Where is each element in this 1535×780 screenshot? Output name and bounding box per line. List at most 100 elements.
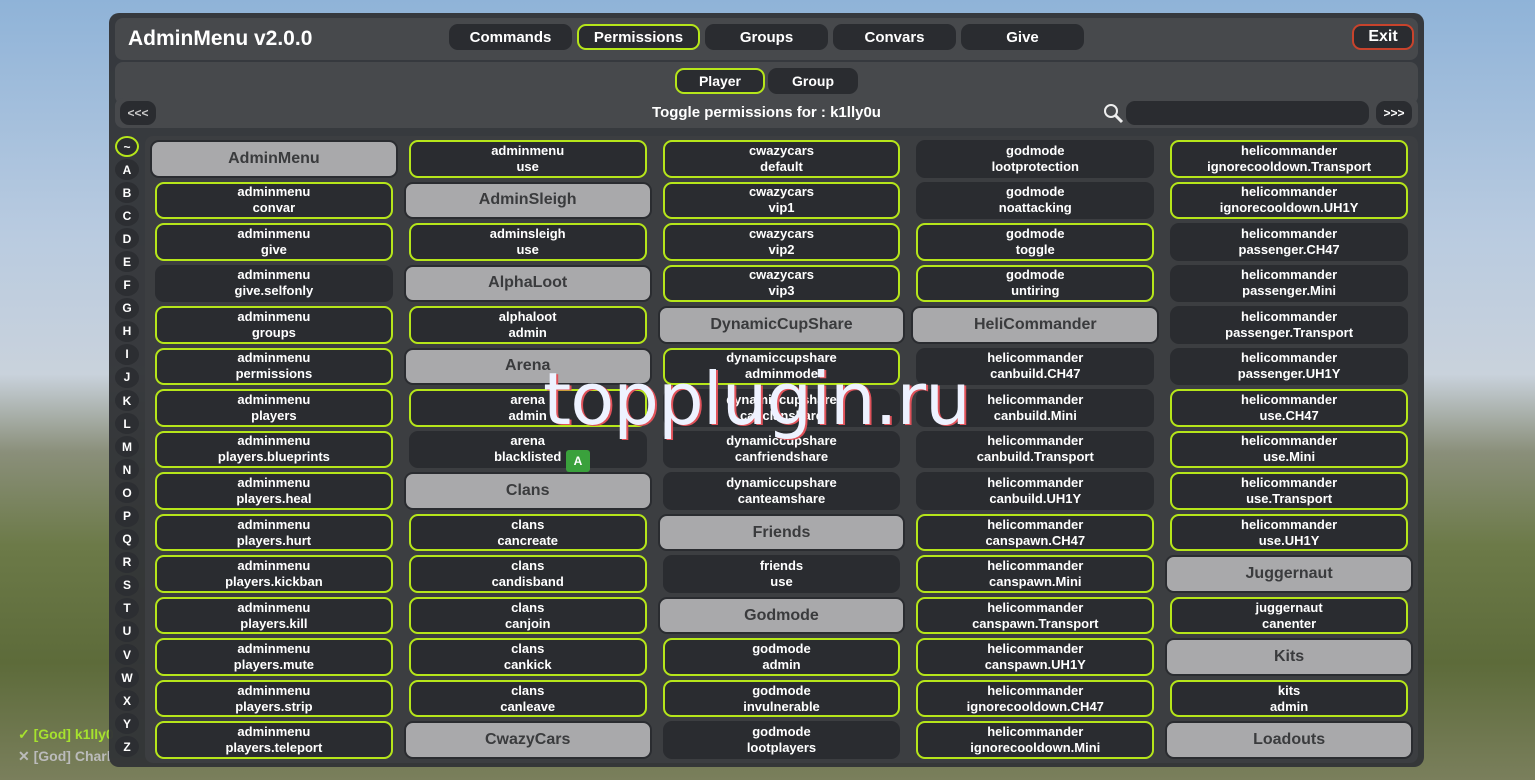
permission-toggle[interactable]: alphaloot admin xyxy=(408,306,647,344)
permission-toggle[interactable]: arena admin xyxy=(408,389,647,427)
letter-filter-x[interactable]: X xyxy=(115,690,139,712)
permission-toggle[interactable]: adminmenu use xyxy=(408,140,647,178)
permission-toggle[interactable]: godmode lootprotection xyxy=(916,140,1155,178)
letter-filter-r[interactable]: R xyxy=(115,551,139,573)
permission-toggle[interactable]: dynamiccupshare canfriendshare xyxy=(662,430,901,469)
letter-filter-j[interactable]: J xyxy=(115,366,139,388)
permission-toggle[interactable]: juggernaut canenter xyxy=(1170,596,1408,635)
permission-toggle[interactable]: helicommander use.CH47 xyxy=(1170,389,1408,427)
permission-toggle[interactable]: friends use xyxy=(662,555,901,593)
permission-toggle[interactable]: adminmenu players.strip xyxy=(155,679,393,718)
permission-toggle[interactable]: helicommander passenger.Transport xyxy=(1170,306,1408,344)
permission-toggle[interactable]: adminmenu players.blueprints xyxy=(155,430,393,469)
permission-toggle[interactable]: adminmenu give xyxy=(155,223,393,261)
permission-toggle[interactable]: helicommander canspawn.CH47 xyxy=(916,513,1155,552)
search-input[interactable] xyxy=(1126,101,1369,125)
subtab-group[interactable]: Group xyxy=(768,68,858,94)
permission-toggle[interactable]: clans cankick xyxy=(408,638,647,676)
permission-toggle[interactable]: helicommander use.Transport xyxy=(1170,472,1408,510)
letter-filter-c[interactable]: C xyxy=(115,205,139,227)
permission-toggle[interactable]: dynamiccupshare adminmode xyxy=(662,347,901,386)
letter-filter-v[interactable]: V xyxy=(115,644,139,666)
permission-toggle[interactable]: adminmenu convar xyxy=(155,181,393,220)
permission-toggle[interactable]: helicommander canspawn.Mini xyxy=(916,555,1155,593)
permission-toggle[interactable]: adminmenu players.kill xyxy=(155,596,393,635)
letter-filter-i[interactable]: I xyxy=(115,343,139,365)
letter-filter-l[interactable]: L xyxy=(115,413,139,435)
permission-toggle[interactable]: cwazycars vip3 xyxy=(662,264,901,303)
permission-toggle[interactable]: clans canleave xyxy=(408,679,647,718)
permission-toggle[interactable]: adminsleigh use xyxy=(408,223,647,261)
permission-toggle[interactable]: helicommander use.Mini xyxy=(1170,430,1408,469)
letter-filter-f[interactable]: F xyxy=(115,274,139,296)
permission-toggle[interactable]: helicommander canbuild.Transport xyxy=(916,430,1155,469)
letter-filter-b[interactable]: B xyxy=(115,182,139,204)
permission-toggle[interactable]: helicommander passenger.UH1Y xyxy=(1170,347,1408,386)
letter-filter-o[interactable]: O xyxy=(115,482,139,504)
next-page-button[interactable]: >>> xyxy=(1376,101,1412,125)
letter-filter-g[interactable]: G xyxy=(115,297,139,319)
permission-toggle[interactable]: cwazycars vip1 xyxy=(662,181,901,220)
permission-toggle[interactable]: dynamiccupshare canteamshare xyxy=(662,472,901,510)
letter-filter-d[interactable]: D xyxy=(115,228,139,250)
permission-toggle[interactable]: adminmenu groups xyxy=(155,306,393,344)
letter-filter-u[interactable]: U xyxy=(115,620,139,642)
permission-toggle[interactable]: helicommander passenger.Mini xyxy=(1170,264,1408,303)
tab-groups[interactable]: Groups xyxy=(705,24,828,50)
tab-give[interactable]: Give xyxy=(961,24,1084,50)
prev-page-button[interactable]: <<< xyxy=(120,101,156,125)
permission-toggle[interactable]: godmode invulnerable xyxy=(662,679,901,718)
permission-toggle[interactable]: helicommander ignorecooldown.CH47 xyxy=(916,679,1155,718)
letter-filter-w[interactable]: W xyxy=(115,667,139,689)
permission-toggle[interactable]: godmode admin xyxy=(662,638,901,676)
letter-filter-n[interactable]: N xyxy=(115,459,139,481)
permission-toggle[interactable]: adminmenu give.selfonly xyxy=(155,264,393,303)
subtab-player[interactable]: Player xyxy=(675,68,765,94)
permission-toggle[interactable]: adminmenu players xyxy=(155,389,393,427)
permission-toggle[interactable]: dynamiccupshare canclanshare xyxy=(662,389,901,427)
permission-toggle[interactable]: adminmenu players.hurt xyxy=(155,513,393,552)
letter-filter-s[interactable]: S xyxy=(115,574,139,596)
permission-toggle[interactable]: helicommander canbuild.Mini xyxy=(916,389,1155,427)
permission-toggle[interactable]: adminmenu players.mute xyxy=(155,638,393,676)
permission-toggle[interactable]: helicommander passenger.CH47 xyxy=(1170,223,1408,261)
letter-filter-z[interactable]: Z xyxy=(115,736,139,758)
letter-filter-y[interactable]: Y xyxy=(115,713,139,735)
permission-toggle[interactable]: helicommander canspawn.Transport xyxy=(916,596,1155,635)
permission-toggle[interactable]: kits admin xyxy=(1170,679,1408,718)
exit-button[interactable]: Exit xyxy=(1352,24,1414,50)
permission-toggle[interactable]: helicommander ignorecooldown.UH1Y xyxy=(1170,181,1408,220)
permission-toggle[interactable]: cwazycars default xyxy=(662,140,901,178)
permission-toggle[interactable]: helicommander canbuild.CH47 xyxy=(916,347,1155,386)
letter-filter-all[interactable]: ~ xyxy=(115,136,139,157)
letter-filter-a[interactable]: A xyxy=(115,159,139,181)
permission-toggle[interactable]: godmode untiring xyxy=(916,264,1155,303)
permission-toggle[interactable]: arena blacklisted xyxy=(408,430,647,469)
permission-toggle[interactable]: godmode toggle xyxy=(916,223,1155,261)
permission-toggle[interactable]: clans candisband xyxy=(408,555,647,593)
permission-toggle[interactable]: adminmenu players.kickban xyxy=(155,555,393,593)
letter-filter-p[interactable]: P xyxy=(115,505,139,527)
permission-toggle[interactable]: adminmenu players.heal xyxy=(155,472,393,510)
permission-toggle[interactable]: cwazycars vip2 xyxy=(662,223,901,261)
permission-toggle[interactable]: helicommander ignorecooldown.Transport xyxy=(1170,140,1408,178)
permission-toggle[interactable]: godmode noattacking xyxy=(916,181,1155,220)
letter-filter-e[interactable]: E xyxy=(115,251,139,273)
permission-toggle[interactable]: helicommander canbuild.UH1Y xyxy=(916,472,1155,510)
permission-toggle[interactable]: helicommander ignorecooldown.Mini xyxy=(916,721,1155,759)
letter-filter-t[interactable]: T xyxy=(115,597,139,619)
letter-filter-k[interactable]: K xyxy=(115,390,139,412)
letter-filter-h[interactable]: H xyxy=(115,320,139,342)
permission-toggle[interactable]: adminmenu players.teleport xyxy=(155,721,393,759)
permission-toggle[interactable]: clans cancreate xyxy=(408,513,647,552)
permission-toggle[interactable]: helicommander use.UH1Y xyxy=(1170,513,1408,552)
tab-permissions[interactable]: Permissions xyxy=(577,24,700,50)
permission-toggle[interactable]: adminmenu permissions xyxy=(155,347,393,386)
permission-toggle[interactable]: clans canjoin xyxy=(408,596,647,635)
tab-convars[interactable]: Convars xyxy=(833,24,956,50)
tab-commands[interactable]: Commands xyxy=(449,24,572,50)
permission-toggle[interactable]: godmode lootplayers xyxy=(662,721,901,759)
letter-filter-m[interactable]: M xyxy=(115,436,139,458)
permission-toggle[interactable]: helicommander canspawn.UH1Y xyxy=(916,638,1155,676)
letter-filter-q[interactable]: Q xyxy=(115,528,139,550)
